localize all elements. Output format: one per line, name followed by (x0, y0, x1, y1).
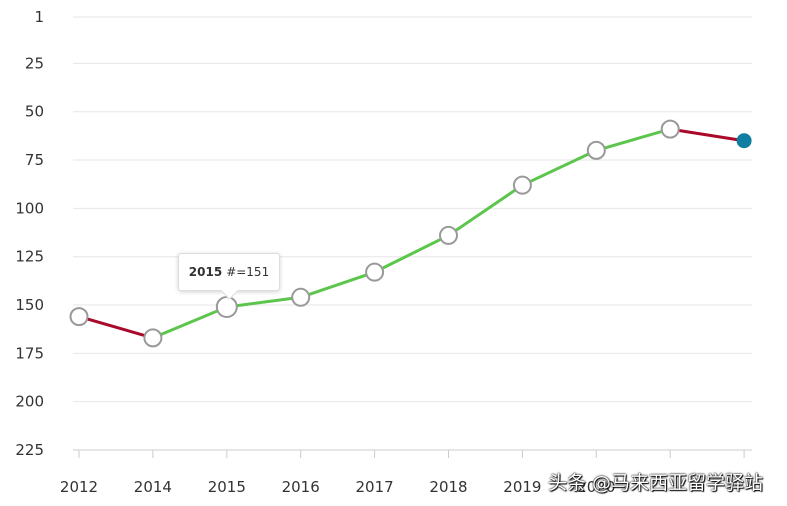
data-point (586, 140, 606, 160)
y-tick-label: 175 (15, 344, 44, 362)
data-point (215, 295, 238, 318)
y-tick-label: 225 (15, 441, 44, 459)
y-tick-label: 100 (15, 199, 44, 217)
y-tick-label: 1 (34, 8, 44, 26)
x-tick-label: 2014 (134, 478, 172, 496)
series-points (69, 119, 752, 348)
data-point (512, 175, 532, 195)
x-tick-label: 2015 (208, 478, 246, 496)
y-tick-label: 25 (25, 54, 44, 72)
line-segment (594, 127, 672, 152)
data-point (69, 307, 89, 327)
x-tick-label: 2012 (60, 478, 98, 496)
line-segment (77, 315, 155, 340)
data-point (439, 225, 458, 245)
gridlines (73, 16, 752, 403)
x-axis: 2012 2014 2015 2016 2017 2018 2019 2020 (60, 449, 752, 496)
x-tick-label: 2017 (356, 478, 394, 496)
data-point (291, 287, 311, 307)
data-point (143, 328, 163, 348)
line-segment (373, 233, 450, 274)
series-line (77, 127, 746, 340)
x-tick-label: 2020 (577, 478, 615, 496)
tooltip-value: #=151 (226, 265, 270, 279)
y-tick-label: 50 (25, 103, 44, 121)
x-tick-label: 2016 (282, 478, 320, 496)
line-segment (520, 148, 598, 187)
y-tick-label: 75 (25, 151, 44, 169)
data-point (736, 133, 752, 149)
line-segment (225, 295, 303, 309)
x-tick-label: 2019 (503, 478, 541, 496)
line-segment (151, 305, 229, 340)
x-tick-label: 2018 (429, 478, 467, 496)
tooltip-year: 2015 (188, 265, 223, 279)
point-tooltip: 2015 #=151 (178, 253, 280, 291)
watermark: 头条 @马来西亚留学驿站 (548, 472, 764, 494)
y-tick-label: 150 (15, 296, 44, 314)
line-segment (447, 183, 524, 237)
data-point (365, 262, 385, 282)
line-segment (668, 127, 746, 143)
data-point (660, 119, 680, 139)
line-segment (299, 270, 377, 299)
y-tick-label: 125 (15, 248, 44, 266)
y-tick-label: 200 (15, 393, 44, 411)
